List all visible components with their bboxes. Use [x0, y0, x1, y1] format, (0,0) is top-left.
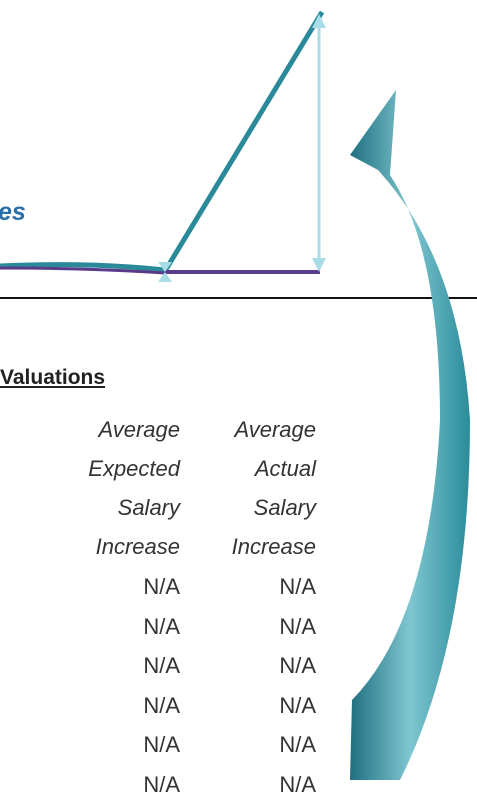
marker	[158, 272, 172, 282]
column-header: Expected	[88, 456, 180, 481]
column-header: Increase	[95, 534, 180, 559]
cell-value: N/A	[279, 613, 316, 639]
cell-value: N/A	[279, 574, 316, 599]
rising-line	[162, 10, 325, 273]
column-header: Salary	[117, 495, 180, 520]
slide-graphics	[0, 10, 477, 780]
cell-value: N/A	[279, 771, 316, 797]
curved-arrow	[350, 90, 470, 780]
cell-value: N/A	[143, 574, 180, 599]
marker	[158, 262, 172, 272]
cell-value: N/A	[143, 613, 180, 639]
column-header: Actual	[254, 456, 316, 481]
column-header: Average	[98, 417, 180, 442]
column-header: Salary	[253, 495, 316, 520]
curve-line	[0, 262, 166, 273]
page: es Valuations (() => { const data = JSON…	[0, 10, 477, 797]
cell-value: N/A	[279, 692, 316, 718]
cell-value: N/A	[143, 653, 180, 678]
title-fragment: es	[0, 198, 26, 226]
column-header: Average	[234, 417, 316, 442]
cell-value: N/A	[143, 692, 180, 718]
arrow-head	[312, 14, 326, 28]
section-title: Valuations	[0, 366, 106, 389]
cell-value: N/A	[143, 771, 180, 797]
cell-value: N/A	[279, 732, 316, 757]
arrow-head	[312, 258, 326, 272]
cell-value: N/A	[279, 653, 316, 678]
cell-value: N/A	[143, 732, 180, 757]
curve-line-low	[0, 266, 166, 275]
column-header: Increase	[231, 534, 316, 559]
